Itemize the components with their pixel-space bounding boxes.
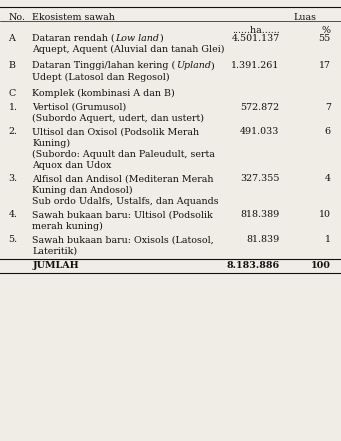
Text: Aquept, Aquent (Aluvial dan tanah Glei): Aquept, Aquent (Aluvial dan tanah Glei)	[32, 45, 225, 54]
Text: 491.033: 491.033	[240, 127, 280, 136]
Text: B: B	[9, 61, 16, 70]
Text: Aquox dan Udox: Aquox dan Udox	[32, 161, 112, 170]
Text: 2.: 2.	[9, 127, 17, 136]
Text: 572.872: 572.872	[240, 102, 280, 112]
Text: (Subordo: Aquult dan Paleudult, serta: (Subordo: Aquult dan Paleudult, serta	[32, 149, 215, 159]
Text: Dataran Tinggi/lahan kering (: Dataran Tinggi/lahan kering (	[32, 61, 176, 71]
Text: 4: 4	[325, 174, 331, 183]
Text: Ultisol dan Oxisol (Podsolik Merah: Ultisol dan Oxisol (Podsolik Merah	[32, 127, 199, 136]
Text: Lateritik): Lateritik)	[32, 246, 77, 255]
Text: Kuning): Kuning)	[32, 138, 71, 148]
Text: Upland: Upland	[176, 61, 211, 70]
Text: 7: 7	[325, 102, 331, 112]
Text: %: %	[322, 26, 331, 34]
Text: Sub ordo Udalfs, Ustalfs, dan Aquands: Sub ordo Udalfs, Ustalfs, dan Aquands	[32, 197, 219, 206]
Text: Udept (Latosol dan Regosol): Udept (Latosol dan Regosol)	[32, 72, 170, 82]
Text: 1.: 1.	[9, 102, 17, 112]
Text: 100: 100	[311, 261, 331, 270]
Text: Alfisol dan Andisol (Mediteran Merah: Alfisol dan Andisol (Mediteran Merah	[32, 174, 214, 183]
Text: 10: 10	[319, 210, 331, 219]
Text: Sawah bukaan baru: Ultisol (Podsolik: Sawah bukaan baru: Ultisol (Podsolik	[32, 210, 213, 219]
Text: Luas: Luas	[294, 13, 317, 22]
Text: Komplek (kombinasi A dan B): Komplek (kombinasi A dan B)	[32, 89, 175, 98]
Text: C: C	[9, 89, 16, 98]
Text: 818.389: 818.389	[240, 210, 280, 219]
Text: ): )	[159, 34, 163, 42]
Text: merah kuning): merah kuning)	[32, 221, 103, 231]
Text: ): )	[211, 61, 214, 70]
Text: Low land: Low land	[115, 34, 159, 42]
Text: 4.501.137: 4.501.137	[232, 34, 280, 42]
Text: A: A	[9, 34, 15, 42]
Text: JUMLAH: JUMLAH	[32, 261, 79, 270]
Text: 55: 55	[318, 34, 331, 42]
Text: 17: 17	[319, 61, 331, 70]
Text: Sawah bukaan baru: Oxisols (Latosol,: Sawah bukaan baru: Oxisols (Latosol,	[32, 235, 214, 244]
Text: 1: 1	[325, 235, 331, 244]
Text: 3.: 3.	[9, 174, 18, 183]
Text: 327.355: 327.355	[240, 174, 280, 183]
Text: Dataran rendah (: Dataran rendah (	[32, 34, 115, 42]
Text: 4.: 4.	[9, 210, 17, 219]
Text: Vertisol (Grumusol): Vertisol (Grumusol)	[32, 102, 127, 112]
Text: Kuning dan Andosol): Kuning dan Andosol)	[32, 186, 133, 195]
Text: ......ha......: ......ha......	[232, 26, 280, 34]
Text: 8.183.886: 8.183.886	[226, 261, 280, 270]
Text: Ekosistem sawah: Ekosistem sawah	[32, 13, 115, 22]
Text: (Subordo Aquert, udert, dan ustert): (Subordo Aquert, udert, dan ustert)	[32, 114, 204, 123]
Text: 1.391.261: 1.391.261	[231, 61, 280, 70]
Text: 5.: 5.	[9, 235, 18, 244]
Text: No.: No.	[9, 13, 26, 22]
Text: 81.839: 81.839	[246, 235, 280, 244]
Text: 6: 6	[325, 127, 331, 136]
